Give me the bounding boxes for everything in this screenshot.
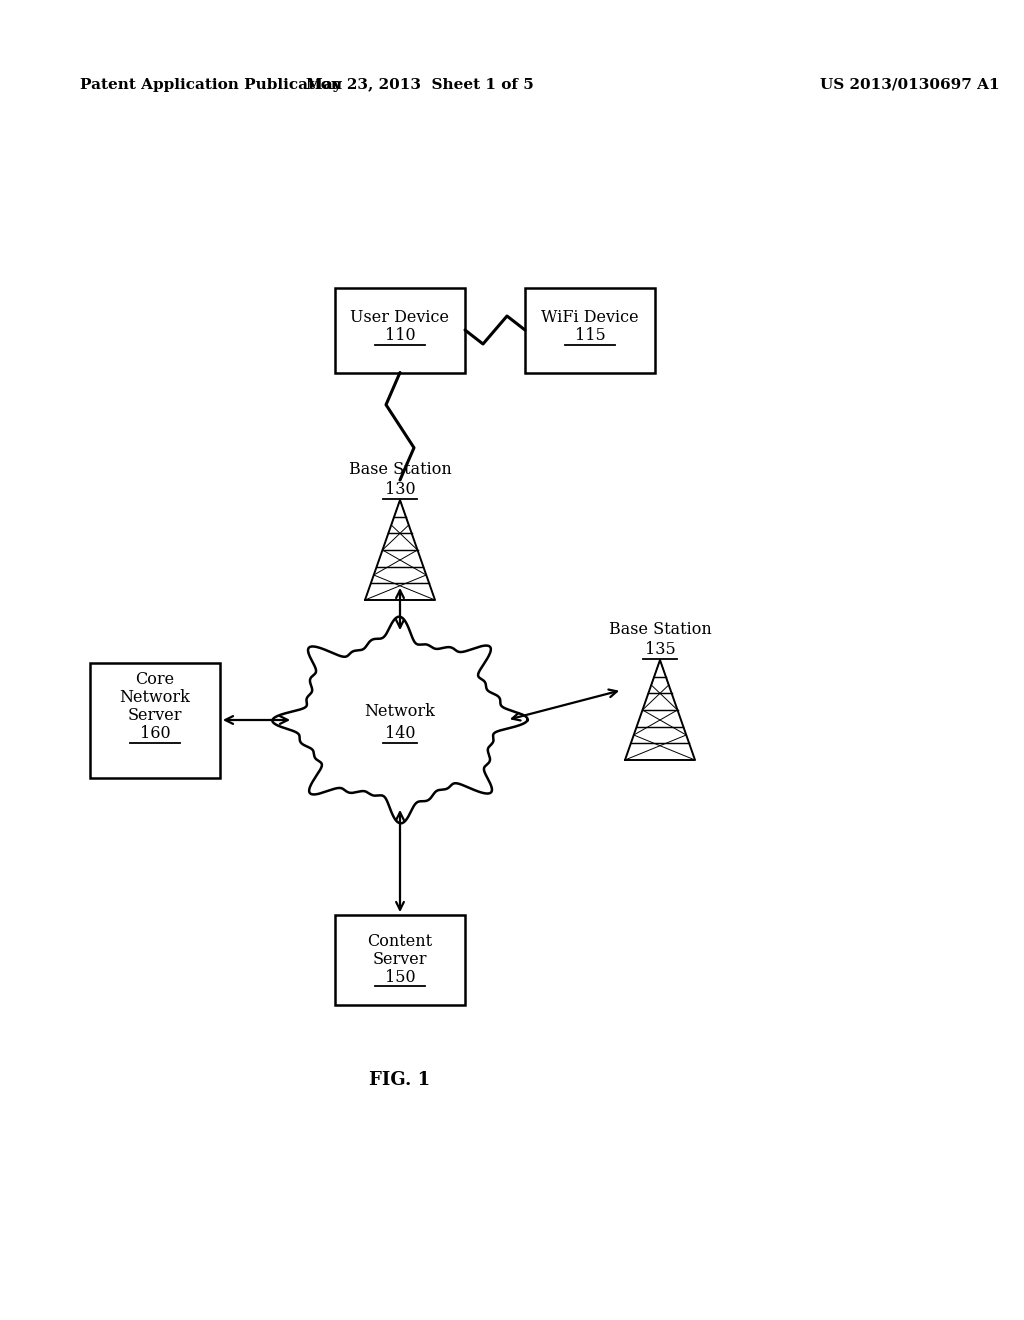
Text: 140: 140 [385, 726, 416, 742]
Text: Content: Content [368, 932, 432, 949]
Text: 130: 130 [385, 482, 416, 499]
Bar [335, 288, 465, 372]
Text: 115: 115 [574, 327, 605, 345]
Text: Network: Network [365, 704, 435, 721]
Polygon shape [272, 616, 527, 824]
Text: US 2013/0130697 A1: US 2013/0130697 A1 [820, 78, 999, 92]
Text: User Device: User Device [350, 309, 450, 326]
Bar [335, 915, 465, 1005]
Text: 150: 150 [385, 969, 416, 986]
Bar [90, 663, 220, 777]
Text: Base Station: Base Station [608, 622, 712, 639]
Text: Server: Server [373, 950, 427, 968]
Text: Network: Network [120, 689, 190, 706]
Text: Server: Server [128, 708, 182, 725]
Bar [525, 288, 655, 372]
Text: Core: Core [135, 672, 174, 689]
Text: 110: 110 [385, 327, 416, 345]
Text: Base Station: Base Station [348, 462, 452, 479]
Text: Patent Application Publication: Patent Application Publication [80, 78, 342, 92]
Text: 160: 160 [139, 726, 170, 742]
Text: May 23, 2013  Sheet 1 of 5: May 23, 2013 Sheet 1 of 5 [306, 78, 534, 92]
Text: WiFi Device: WiFi Device [542, 309, 639, 326]
Text: 135: 135 [645, 642, 676, 659]
Text: FIG. 1: FIG. 1 [370, 1071, 430, 1089]
